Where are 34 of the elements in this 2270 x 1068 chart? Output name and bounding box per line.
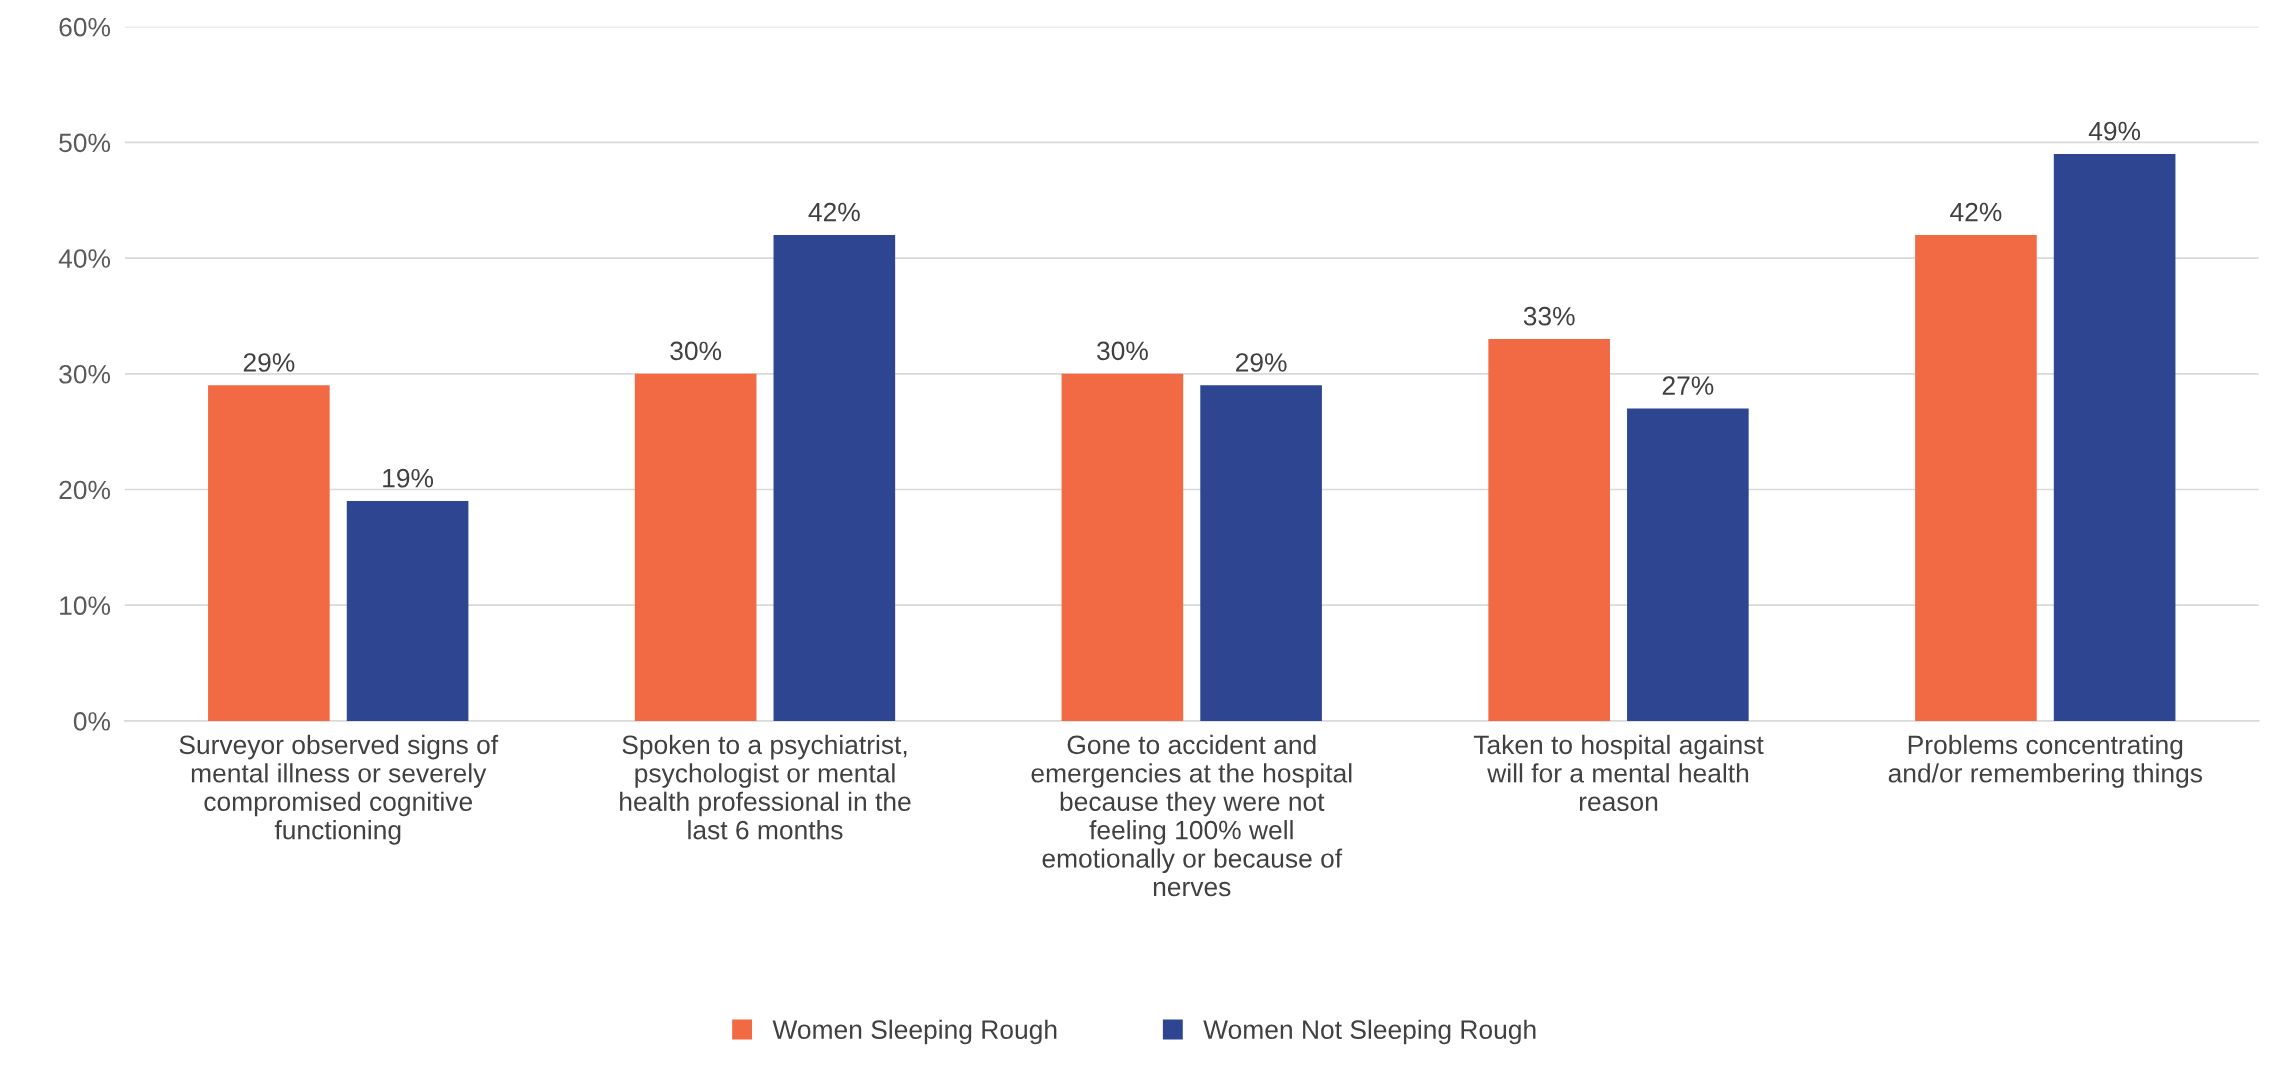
y-tick-label: 10%: [60, 596, 111, 616]
legend-label: Women Not Sleeping Rough: [1203, 1019, 1536, 1045]
data-label: 42%: [1950, 202, 2002, 222]
bar: [773, 234, 896, 721]
data-label: 49%: [2088, 121, 2141, 141]
bar: [208, 385, 330, 721]
bar: [1061, 373, 1184, 721]
data-label: 29%: [243, 353, 295, 372]
data-label: 30%: [1097, 341, 1148, 361]
bar: [1627, 408, 1749, 721]
y-tick-label: 60%: [59, 17, 111, 37]
bar: [634, 373, 757, 721]
data-label: 19%: [383, 468, 434, 488]
y-tick-label: 20%: [59, 480, 111, 500]
x-tick-label: Taken to hospital against will for a mental health reason: [1473, 734, 1764, 812]
data-label: 42%: [808, 202, 860, 222]
y-tick-label: 0%: [73, 712, 111, 731]
bar: [1200, 385, 1322, 721]
bar: [1488, 339, 1610, 721]
data-label: 30%: [670, 341, 722, 361]
data-label: 29%: [1236, 353, 1287, 372]
x-tick-label: Surveyor observed signs of mental illness or severely compromised cognitive functioning: [179, 734, 499, 845]
x-tick-label: Spoken to a psychiatrist, psychologist or mental health professional in the last 6 months: [620, 734, 911, 840]
data-label: 27%: [1662, 376, 1714, 395]
bar: [346, 501, 469, 721]
y-tick-label: 40%: [58, 249, 111, 268]
x-tick-label: Gone to accident and emergencies at the hospital because they were not feeling 100% well emotionally or because of nerves: [1031, 734, 1352, 897]
x-tick-label: Problems concentrating and/or remembering things: [1888, 734, 2203, 788]
bar: [1915, 234, 2037, 721]
legend-label: Women Sleeping Rough: [772, 1019, 1057, 1045]
bar: [2053, 153, 2176, 721]
data-label: 33%: [1523, 306, 1575, 326]
y-tick-label: 50%: [59, 133, 111, 153]
y-tick-label: 30%: [59, 364, 111, 384]
